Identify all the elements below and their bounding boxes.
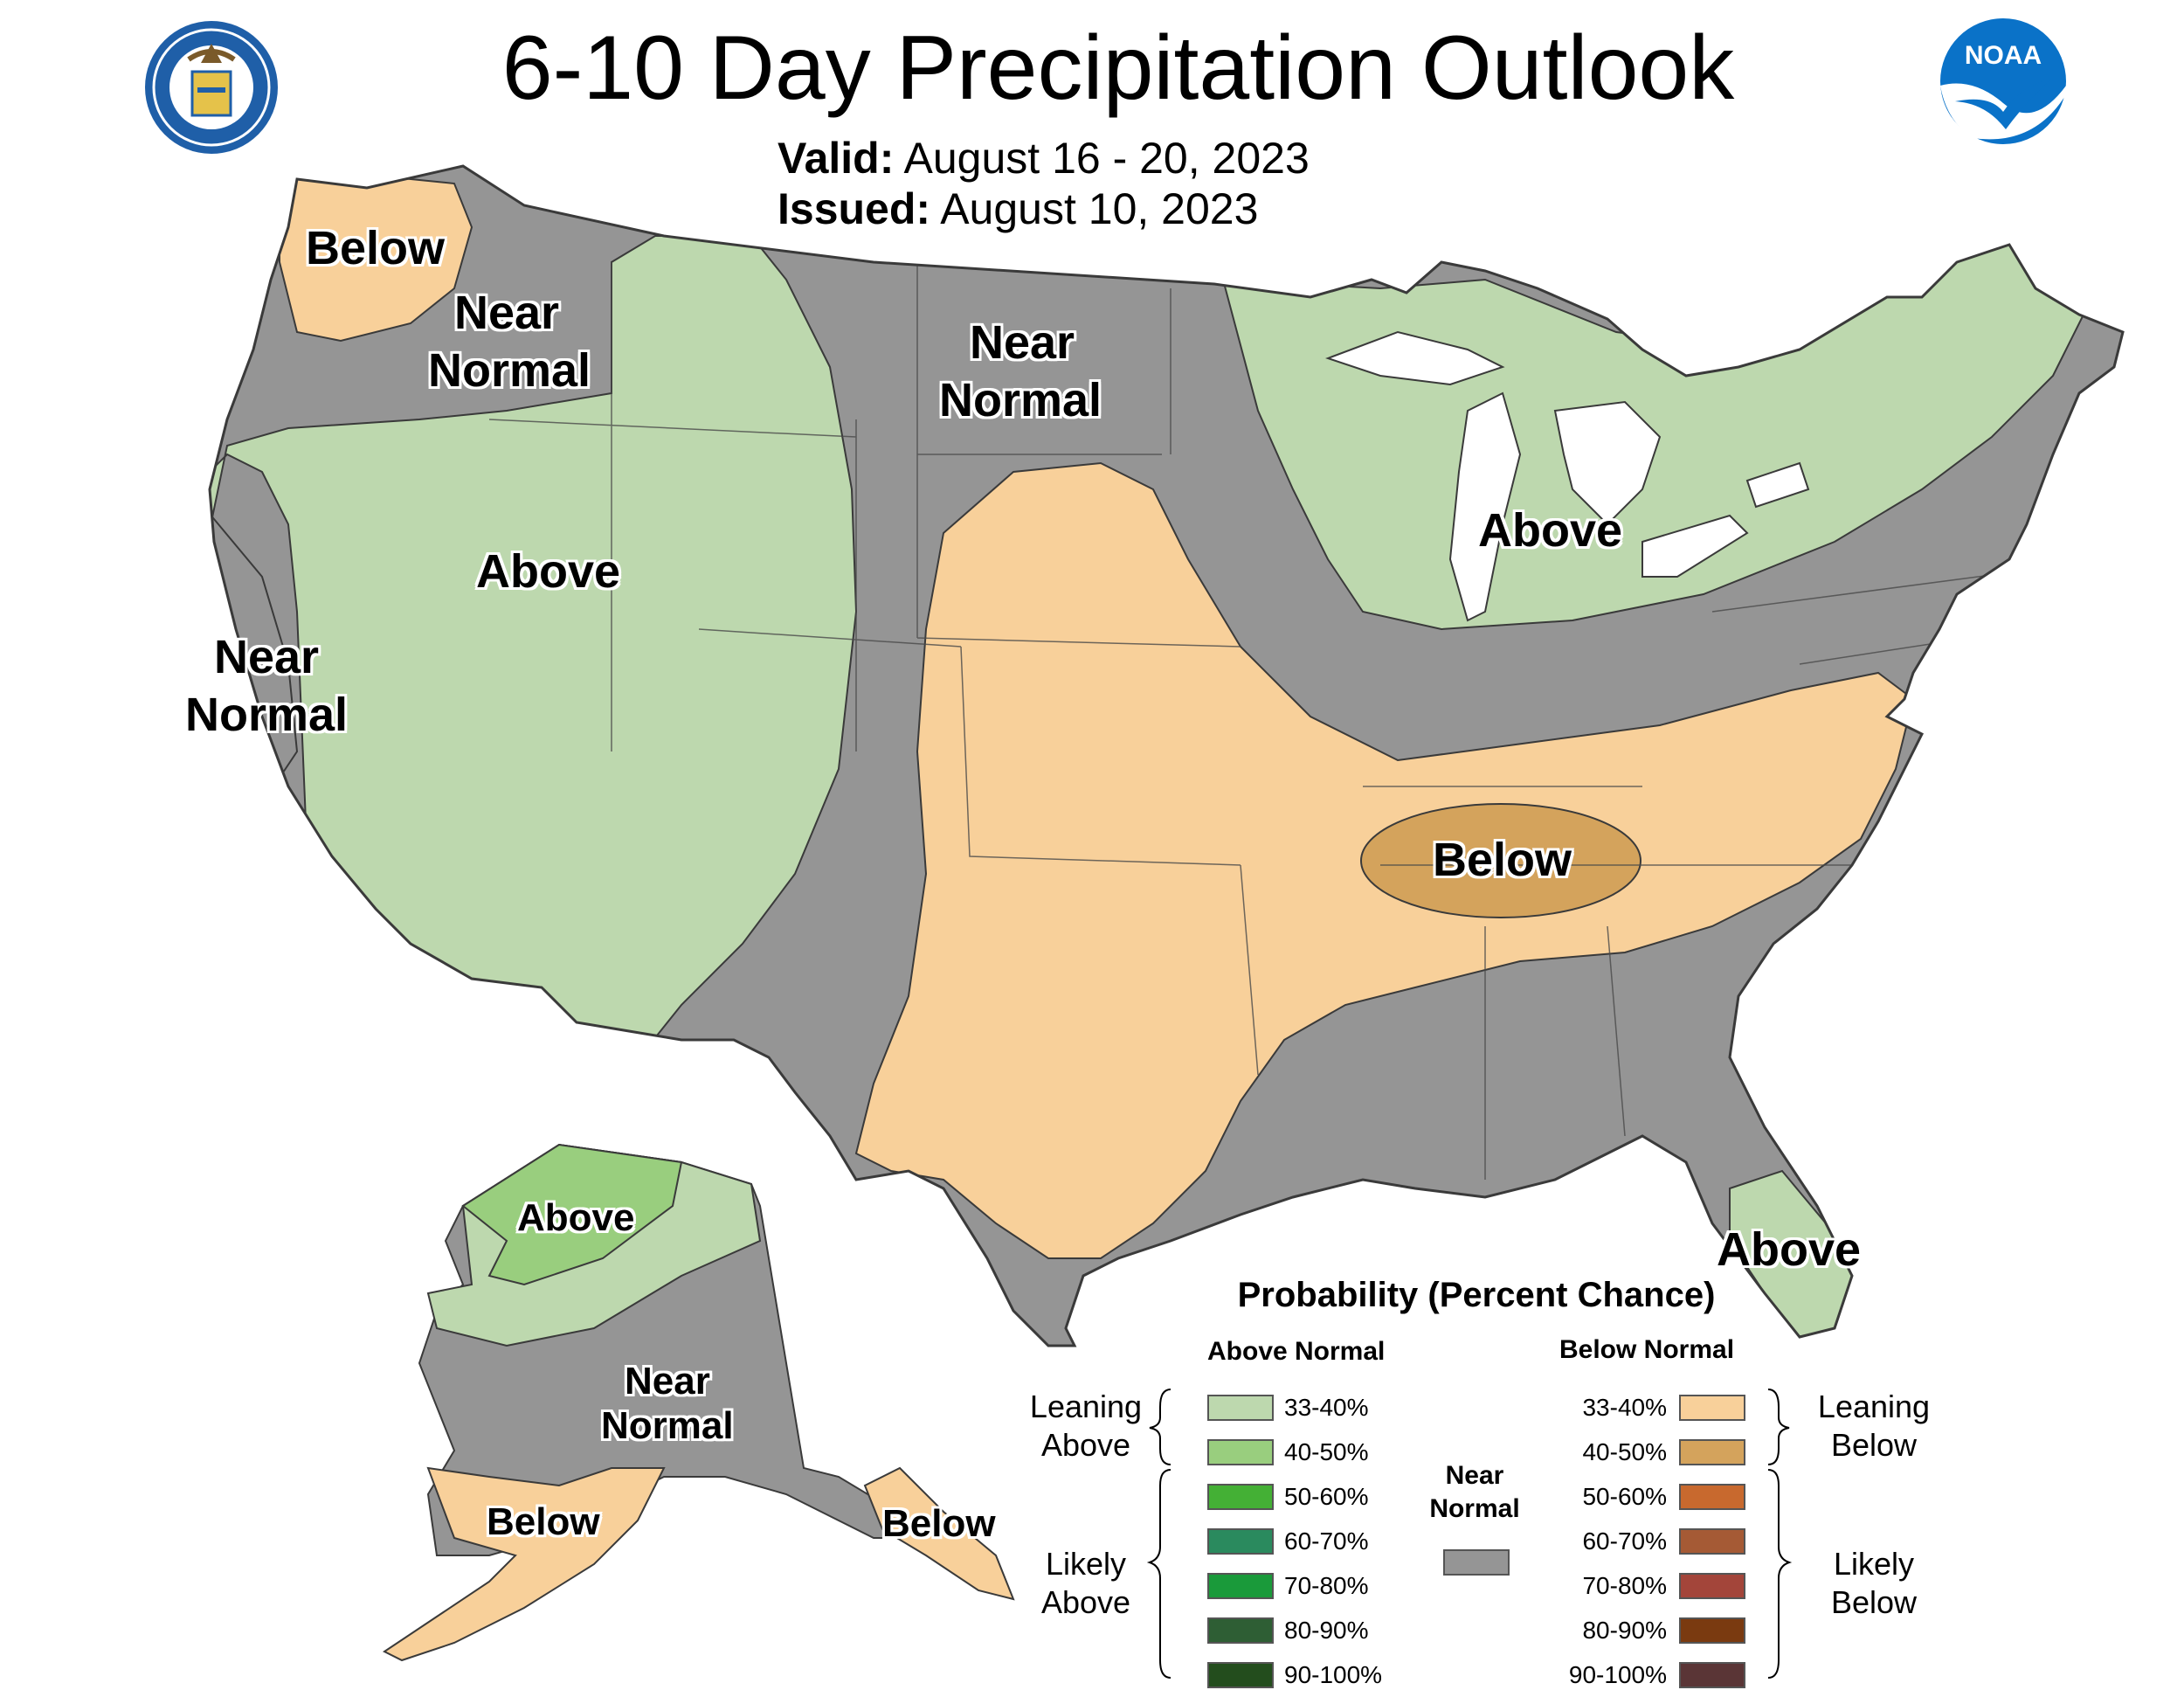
legend-below-swatch (1679, 1617, 1745, 1644)
map-label-ak-below-sw: Below (487, 1500, 600, 1543)
issued-label: Issued: (778, 184, 931, 233)
commerce-seal-icon (142, 17, 281, 162)
legend-leaning-above: Leaning Above (1029, 1389, 1143, 1463)
map-label-ak-above: Above (517, 1196, 635, 1239)
legend-below-range: 40-50% (1582, 1438, 1667, 1465)
legend-above-swatch (1207, 1617, 1274, 1644)
legend-below-swatch (1679, 1573, 1745, 1599)
tennessee-below-region (1360, 803, 1641, 918)
legend-above-swatch (1207, 1573, 1274, 1599)
map-label-greatlakes-above: Above (1478, 504, 1623, 557)
legend-above-range: 70-80% (1284, 1572, 1369, 1599)
legend-below-swatch (1679, 1484, 1745, 1510)
alaska-map (383, 1143, 1015, 1662)
valid-dates: August 16 - 20, 2023 (903, 134, 1310, 183)
legend-above-swatch (1207, 1484, 1274, 1510)
legend-below-range: 80-90% (1582, 1617, 1667, 1644)
legend-above-range: 90-100% (1284, 1661, 1383, 1688)
map-label-west-above: Above (476, 545, 621, 598)
legend-likely-below: Likely Below (1830, 1546, 1918, 1620)
legend-near-normal-label: Near Normal (1429, 1461, 1520, 1523)
legend-near-normal-swatch (1443, 1549, 1510, 1576)
legend-above-swatch (1207, 1439, 1274, 1465)
alaska-above-dark-region (461, 1143, 683, 1286)
map-label-nw-near-2: Normal (428, 344, 591, 397)
map-label-nplains-near-2: Normal (939, 374, 1102, 426)
map-label-tn-below: Below (1433, 834, 1572, 886)
legend-above-swatch (1207, 1395, 1274, 1421)
legend-above-range: 40-50% (1284, 1438, 1369, 1465)
map-label-nplains-near-1: Near (970, 316, 1075, 369)
legend-above-range: 60-70% (1284, 1527, 1369, 1555)
legend-brace-above (1146, 1389, 1171, 1679)
legend-above-range: 80-90% (1284, 1617, 1369, 1644)
legend-below-range: 50-60% (1582, 1483, 1667, 1510)
valid-label: Valid: (778, 134, 895, 183)
page-title: 6-10 Day Precipitation Outlook (501, 17, 1735, 119)
legend-above-range: 33-40% (1284, 1394, 1369, 1421)
noaa-logo-text: NOAA (1965, 41, 2042, 70)
legend-above-range: 50-60% (1284, 1483, 1369, 1510)
noaa-logo-icon: NOAA (1938, 16, 2069, 151)
alaska-sw-below-region (383, 1466, 666, 1662)
legend-brace-below (1767, 1389, 1793, 1679)
legend-above-swatch (1207, 1528, 1274, 1555)
legend-below-swatch (1679, 1439, 1745, 1465)
map-label-ca-near-2: Normal (185, 689, 349, 741)
legend-below-range: 60-70% (1582, 1527, 1667, 1555)
map-label-fl-above: Above (1717, 1223, 1862, 1276)
legend-above-header: Above Normal (1207, 1337, 1386, 1366)
alaska-se-below-region (863, 1466, 1015, 1601)
valid-line: Valid: August 16 - 20, 2023 (778, 133, 1310, 184)
legend-likely-above: Likely Above (1040, 1546, 1131, 1620)
map-label-ca-near-1: Near (214, 631, 320, 683)
legend-below-range: 70-80% (1582, 1572, 1667, 1599)
legend-below-swatch (1679, 1528, 1745, 1555)
legend-above-swatch (1207, 1662, 1274, 1688)
issued-line: Issued: August 10, 2023 (778, 184, 1258, 234)
legend-below-range: 33-40% (1582, 1394, 1667, 1421)
issued-date: August 10, 2023 (940, 184, 1259, 233)
legend-below-range: 90-100% (1568, 1661, 1667, 1688)
legend-below-swatch (1679, 1662, 1745, 1688)
great-lakes-water (1325, 330, 1810, 622)
map-label-pnw-below: Below (306, 222, 446, 274)
map-label-ak-near-1: Near (625, 1360, 710, 1403)
legend-title: Probability (Percent Chance) (1237, 1276, 1716, 1314)
state-borders (488, 262, 2045, 1180)
map-label-ak-near-2: Normal (601, 1404, 734, 1447)
legend-below-swatch (1679, 1395, 1745, 1421)
legend-leaning-below: Leaning Below (1817, 1389, 1931, 1463)
map-label-ak-below-se: Below (882, 1502, 996, 1545)
legend-below-header: Below Normal (1559, 1335, 1735, 1364)
map-label-nw-near-1: Near (454, 287, 560, 339)
